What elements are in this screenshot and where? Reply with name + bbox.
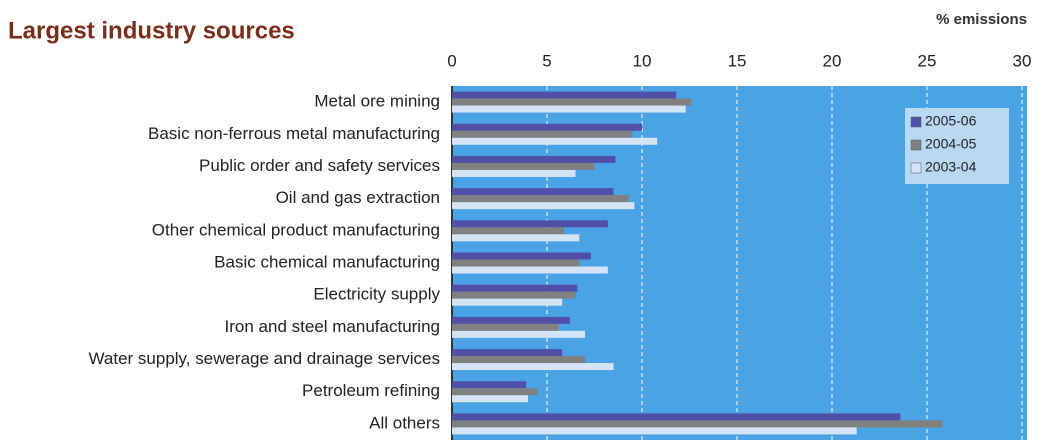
bar	[452, 105, 686, 113]
bar	[452, 298, 563, 306]
legend-label: 2003-04	[925, 159, 977, 175]
legend-swatch	[910, 162, 922, 174]
bar	[452, 330, 585, 338]
bar	[452, 284, 578, 292]
bar	[452, 427, 857, 435]
legend-swatch	[910, 139, 922, 151]
bar	[452, 349, 563, 357]
bar	[452, 381, 527, 389]
x-tick-label: 10	[633, 51, 652, 70]
bar	[452, 220, 608, 228]
legend-label: 2005-06	[925, 113, 977, 129]
y-tick-label: Petroleum refining	[302, 381, 440, 400]
y-tick-label: Iron and steel manufacturing	[225, 317, 440, 336]
bar	[452, 98, 692, 106]
y-tick-label: Water supply, sewerage and drainage serv…	[88, 349, 440, 368]
bar	[452, 188, 614, 196]
y-tick-label: Oil and gas extraction	[276, 188, 440, 207]
legend-label: 2004-05	[925, 136, 977, 152]
bar	[452, 291, 576, 299]
bar	[452, 388, 538, 396]
bar	[452, 395, 528, 403]
bar	[452, 195, 629, 203]
bar	[452, 202, 635, 210]
bar	[452, 356, 585, 364]
bar	[452, 266, 608, 274]
x-tick-label: 0	[447, 51, 456, 70]
y-tick-label: Metal ore mining	[314, 92, 440, 111]
y-tick-label: All others	[369, 413, 440, 432]
x-tick-label: 5	[542, 51, 551, 70]
bar	[452, 420, 943, 428]
y-tick-label: Public order and safety services	[199, 156, 440, 175]
y-tick-label: Other chemical product manufacturing	[152, 220, 440, 239]
bar	[452, 252, 591, 260]
bar	[452, 137, 658, 145]
x-tick-label: 20	[823, 51, 842, 70]
bar	[452, 323, 559, 331]
x-tick-label: 30	[1013, 51, 1032, 70]
y-tick-label: Basic chemical manufacturing	[214, 252, 440, 271]
bar	[452, 227, 565, 235]
bar	[452, 316, 570, 324]
bar	[452, 259, 580, 267]
x-tick-label: 15	[728, 51, 747, 70]
bar	[452, 234, 580, 242]
bar	[452, 123, 642, 131]
axis-label: % emissions	[936, 11, 1027, 28]
y-tick-label: Basic non-ferrous metal manufacturing	[148, 124, 440, 143]
bar	[452, 130, 633, 138]
bar	[452, 363, 614, 371]
bar	[452, 162, 595, 170]
y-tick-label: Electricity supply	[313, 285, 440, 304]
bar	[452, 91, 677, 99]
bar	[452, 169, 576, 177]
x-tick-label: 25	[918, 51, 937, 70]
chart-title: Largest industry sources	[8, 17, 295, 44]
bar	[452, 413, 901, 421]
bar	[452, 155, 616, 163]
legend-swatch	[910, 116, 922, 128]
legend-box	[905, 108, 1009, 184]
